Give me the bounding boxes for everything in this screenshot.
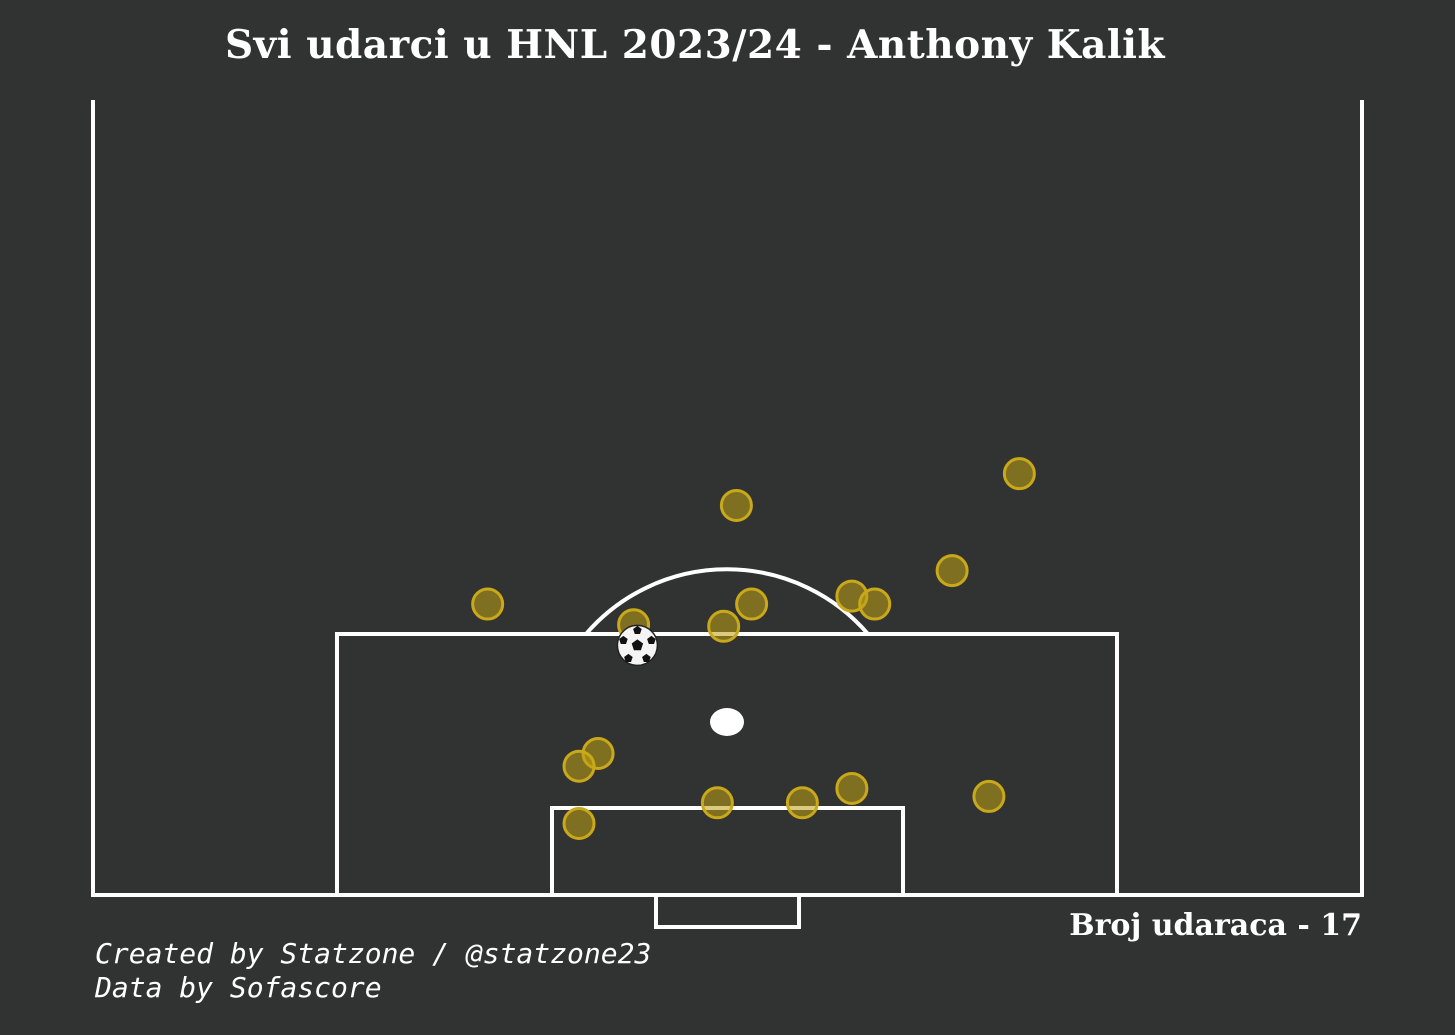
shot-marker <box>562 806 596 840</box>
penalty-arc <box>584 567 870 636</box>
six-yard-box <box>550 806 905 897</box>
goal-frame <box>654 893 801 929</box>
shot-count-label: Broj udaraca - 17 <box>1069 908 1362 943</box>
shot-marker <box>700 786 734 820</box>
shot-marker <box>858 587 892 621</box>
shot-marker <box>707 609 741 643</box>
shots-layer <box>471 457 1036 840</box>
shot-marker <box>1002 457 1036 491</box>
shot-marker <box>735 587 769 621</box>
penalty-spot <box>710 708 744 736</box>
shot-marker <box>471 587 505 621</box>
shot-marker <box>972 779 1006 813</box>
penalty-area <box>335 632 1119 897</box>
shot-marker <box>719 488 753 522</box>
shot-marker <box>785 786 819 820</box>
chart-title: Svi udarci u HNL 2023/24 - Anthony Kalik <box>224 22 1166 68</box>
credits-line-created: Created by Statzone / @statzone23 <box>95 937 652 970</box>
credits: Created by Statzone / @statzone23 Data b… <box>95 937 651 1005</box>
shot-marker <box>835 771 869 805</box>
credits-line-data: Data by Sofascore <box>95 971 382 1004</box>
goal-shot-football-icon <box>616 624 659 667</box>
shot-marker <box>935 554 969 588</box>
shot-marker <box>562 749 596 783</box>
